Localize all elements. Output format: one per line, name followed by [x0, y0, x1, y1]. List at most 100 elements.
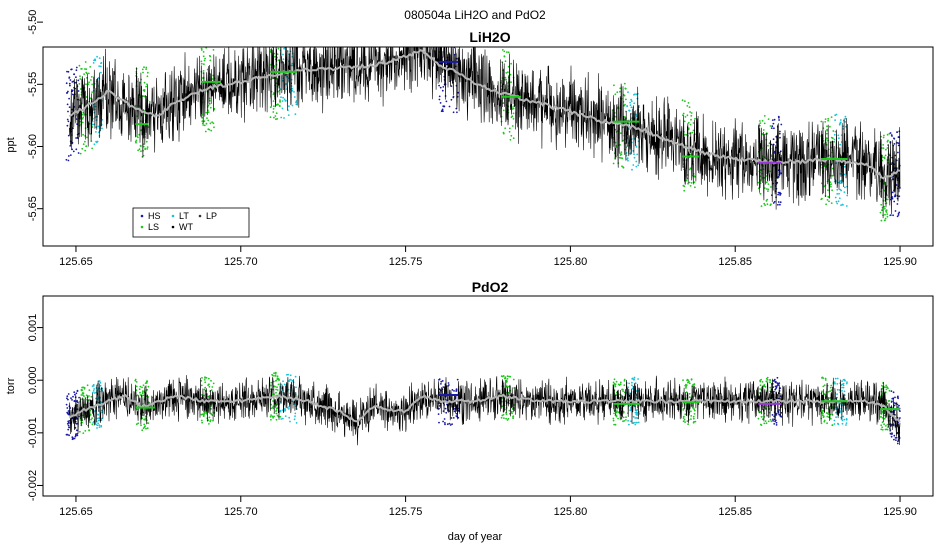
band-point [767, 190, 769, 193]
y-axis-label-lih2o: ppt [5, 137, 17, 152]
band-point [505, 72, 508, 74]
band-point [614, 93, 617, 96]
band-point [763, 122, 766, 125]
band-point [630, 100, 633, 102]
band-point [93, 392, 96, 394]
band-point [456, 111, 458, 114]
band-point [97, 422, 99, 425]
band-point [836, 377, 839, 380]
band-point [67, 110, 69, 113]
band-point [759, 380, 762, 383]
band-point [84, 397, 87, 399]
band-point [211, 121, 214, 124]
band-point [81, 147, 84, 150]
band-point [273, 45, 275, 47]
band-point [777, 176, 780, 178]
band-point [285, 44, 287, 46]
band-point [763, 422, 766, 425]
band-point [623, 116, 626, 118]
band-point [95, 397, 97, 400]
band-point [98, 57, 101, 59]
band-point [275, 104, 278, 106]
band-point [826, 129, 828, 132]
band-point [88, 395, 90, 397]
y-axis: -0.002 -0.001 0.000 0.001 [27, 314, 43, 501]
band-point [615, 415, 618, 418]
band-point [141, 392, 144, 395]
band-point [85, 96, 88, 98]
band-point [502, 131, 505, 134]
band-point [830, 202, 833, 205]
band-point [279, 415, 282, 418]
x-axis: 125.65 125.70 125.75 125.80 125.85 125.90 [59, 496, 917, 518]
band-point [628, 423, 630, 426]
band-point [500, 375, 503, 378]
band-point [82, 116, 84, 119]
band-point [446, 423, 449, 426]
band-point [65, 82, 68, 85]
y-tick-label: -5.50 [27, 10, 39, 35]
band-10 [625, 376, 641, 426]
band-point [834, 119, 836, 121]
band-point [209, 122, 212, 125]
band-point [75, 392, 78, 395]
band-point [778, 409, 780, 411]
band-point [442, 110, 444, 113]
band-point [76, 401, 79, 403]
band-point [770, 186, 772, 188]
band-point [507, 51, 510, 54]
band-point [826, 132, 828, 135]
band-point [766, 376, 769, 379]
band-point [506, 378, 509, 380]
band-point [845, 422, 848, 424]
band-point [693, 408, 695, 411]
band-point [630, 98, 632, 101]
band-point [272, 29, 274, 31]
band-point [135, 381, 138, 383]
band-point [291, 104, 294, 107]
band-point [145, 85, 148, 88]
band-point [91, 423, 94, 426]
band-point [294, 415, 296, 417]
band-point [67, 424, 70, 427]
band-point [79, 78, 82, 80]
band-point [448, 422, 451, 425]
band-point [694, 420, 697, 423]
band-point [633, 153, 635, 156]
band-point [620, 153, 623, 156]
band-point [622, 416, 625, 419]
band-point [625, 416, 627, 418]
band-point [100, 417, 103, 420]
band-point [761, 133, 764, 135]
band-point [771, 119, 774, 121]
band-point [76, 434, 79, 437]
band-point [277, 37, 279, 39]
band-point [833, 423, 836, 425]
band-point [773, 118, 776, 121]
band-point [634, 417, 637, 419]
band-point [208, 416, 211, 419]
band-point [97, 419, 100, 422]
band-point [885, 388, 888, 391]
band-point [68, 426, 71, 429]
band-point [893, 438, 895, 441]
band-point [624, 87, 627, 90]
band-point [279, 100, 281, 103]
band-point [204, 57, 207, 60]
band-point [831, 174, 834, 177]
band-point [502, 109, 505, 112]
band-point [507, 417, 510, 420]
band-point [99, 384, 102, 387]
band-point [682, 379, 684, 381]
band-point [443, 105, 446, 108]
band-point [694, 387, 697, 389]
band-point [898, 404, 900, 407]
band-point [837, 134, 840, 137]
band-point [289, 30, 291, 32]
band-point [622, 126, 624, 129]
band-point [619, 383, 622, 386]
band-point [281, 32, 283, 34]
band-point [281, 417, 284, 420]
band-point [145, 381, 148, 383]
band-point [280, 383, 283, 386]
